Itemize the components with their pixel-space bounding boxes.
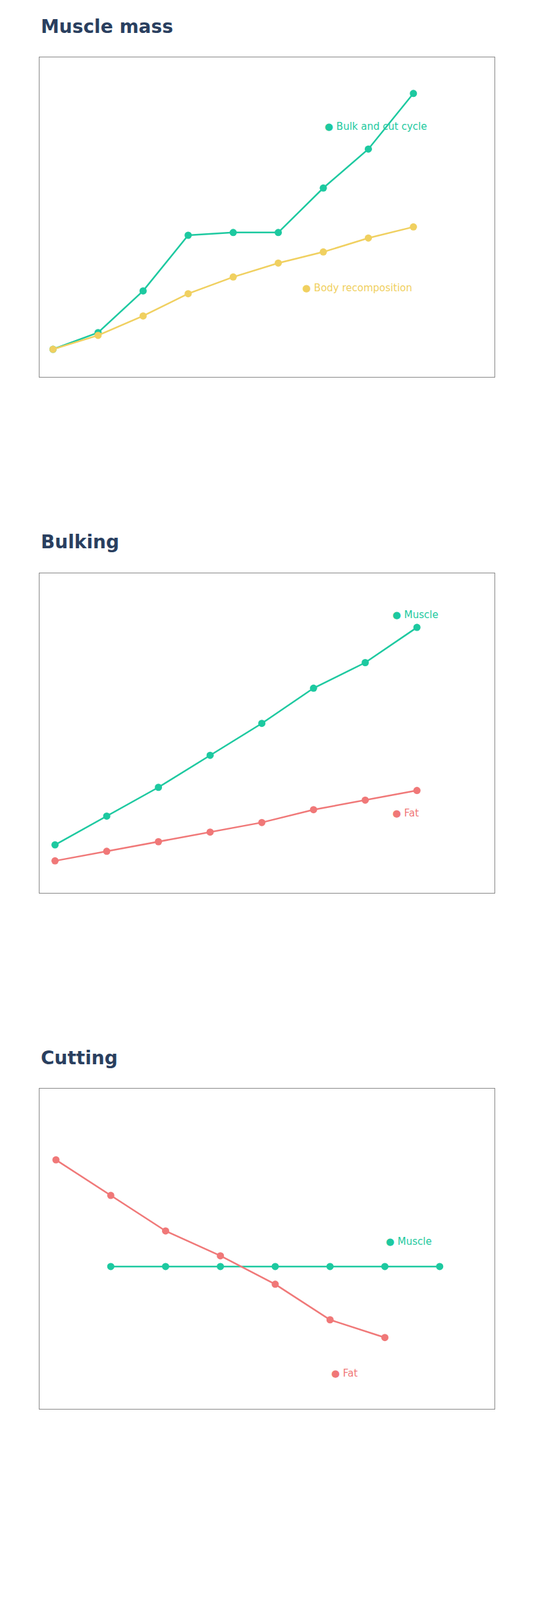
svg-text:● Body recomposition: ● Body recomposition <box>302 281 413 294</box>
svg-text:● Fat: ● Fat <box>331 1366 358 1379</box>
svg-text:● Fat: ● Fat <box>392 806 419 819</box>
svg-text:● Muscle: ● Muscle <box>385 1234 432 1247</box>
svg-text:● Muscle: ● Muscle <box>392 608 439 621</box>
svg-text:Bulking: Bulking <box>40 530 120 553</box>
svg-text:Muscle mass: Muscle mass <box>40 15 174 38</box>
svg-text:● Bulk and cut cycle: ● Bulk and cut cycle <box>324 120 427 133</box>
svg-text:Cutting: Cutting <box>40 1046 118 1068</box>
